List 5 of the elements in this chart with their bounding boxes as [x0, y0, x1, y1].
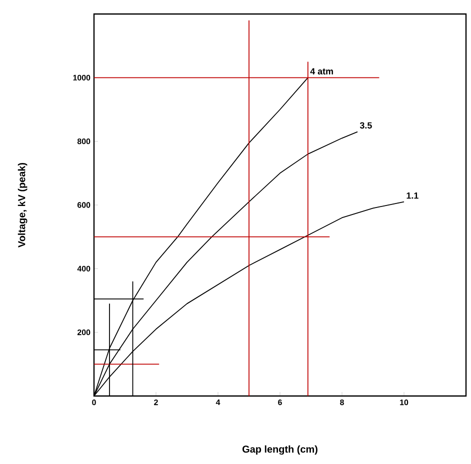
series-label: 1.1: [406, 192, 418, 199]
x-axis-title: Gap length (cm): [242, 445, 318, 455]
y-axis-title: Voltage, kV (peak): [18, 162, 28, 248]
series-label: 4 atm: [310, 68, 333, 74]
series-label: 3.5: [360, 122, 372, 129]
